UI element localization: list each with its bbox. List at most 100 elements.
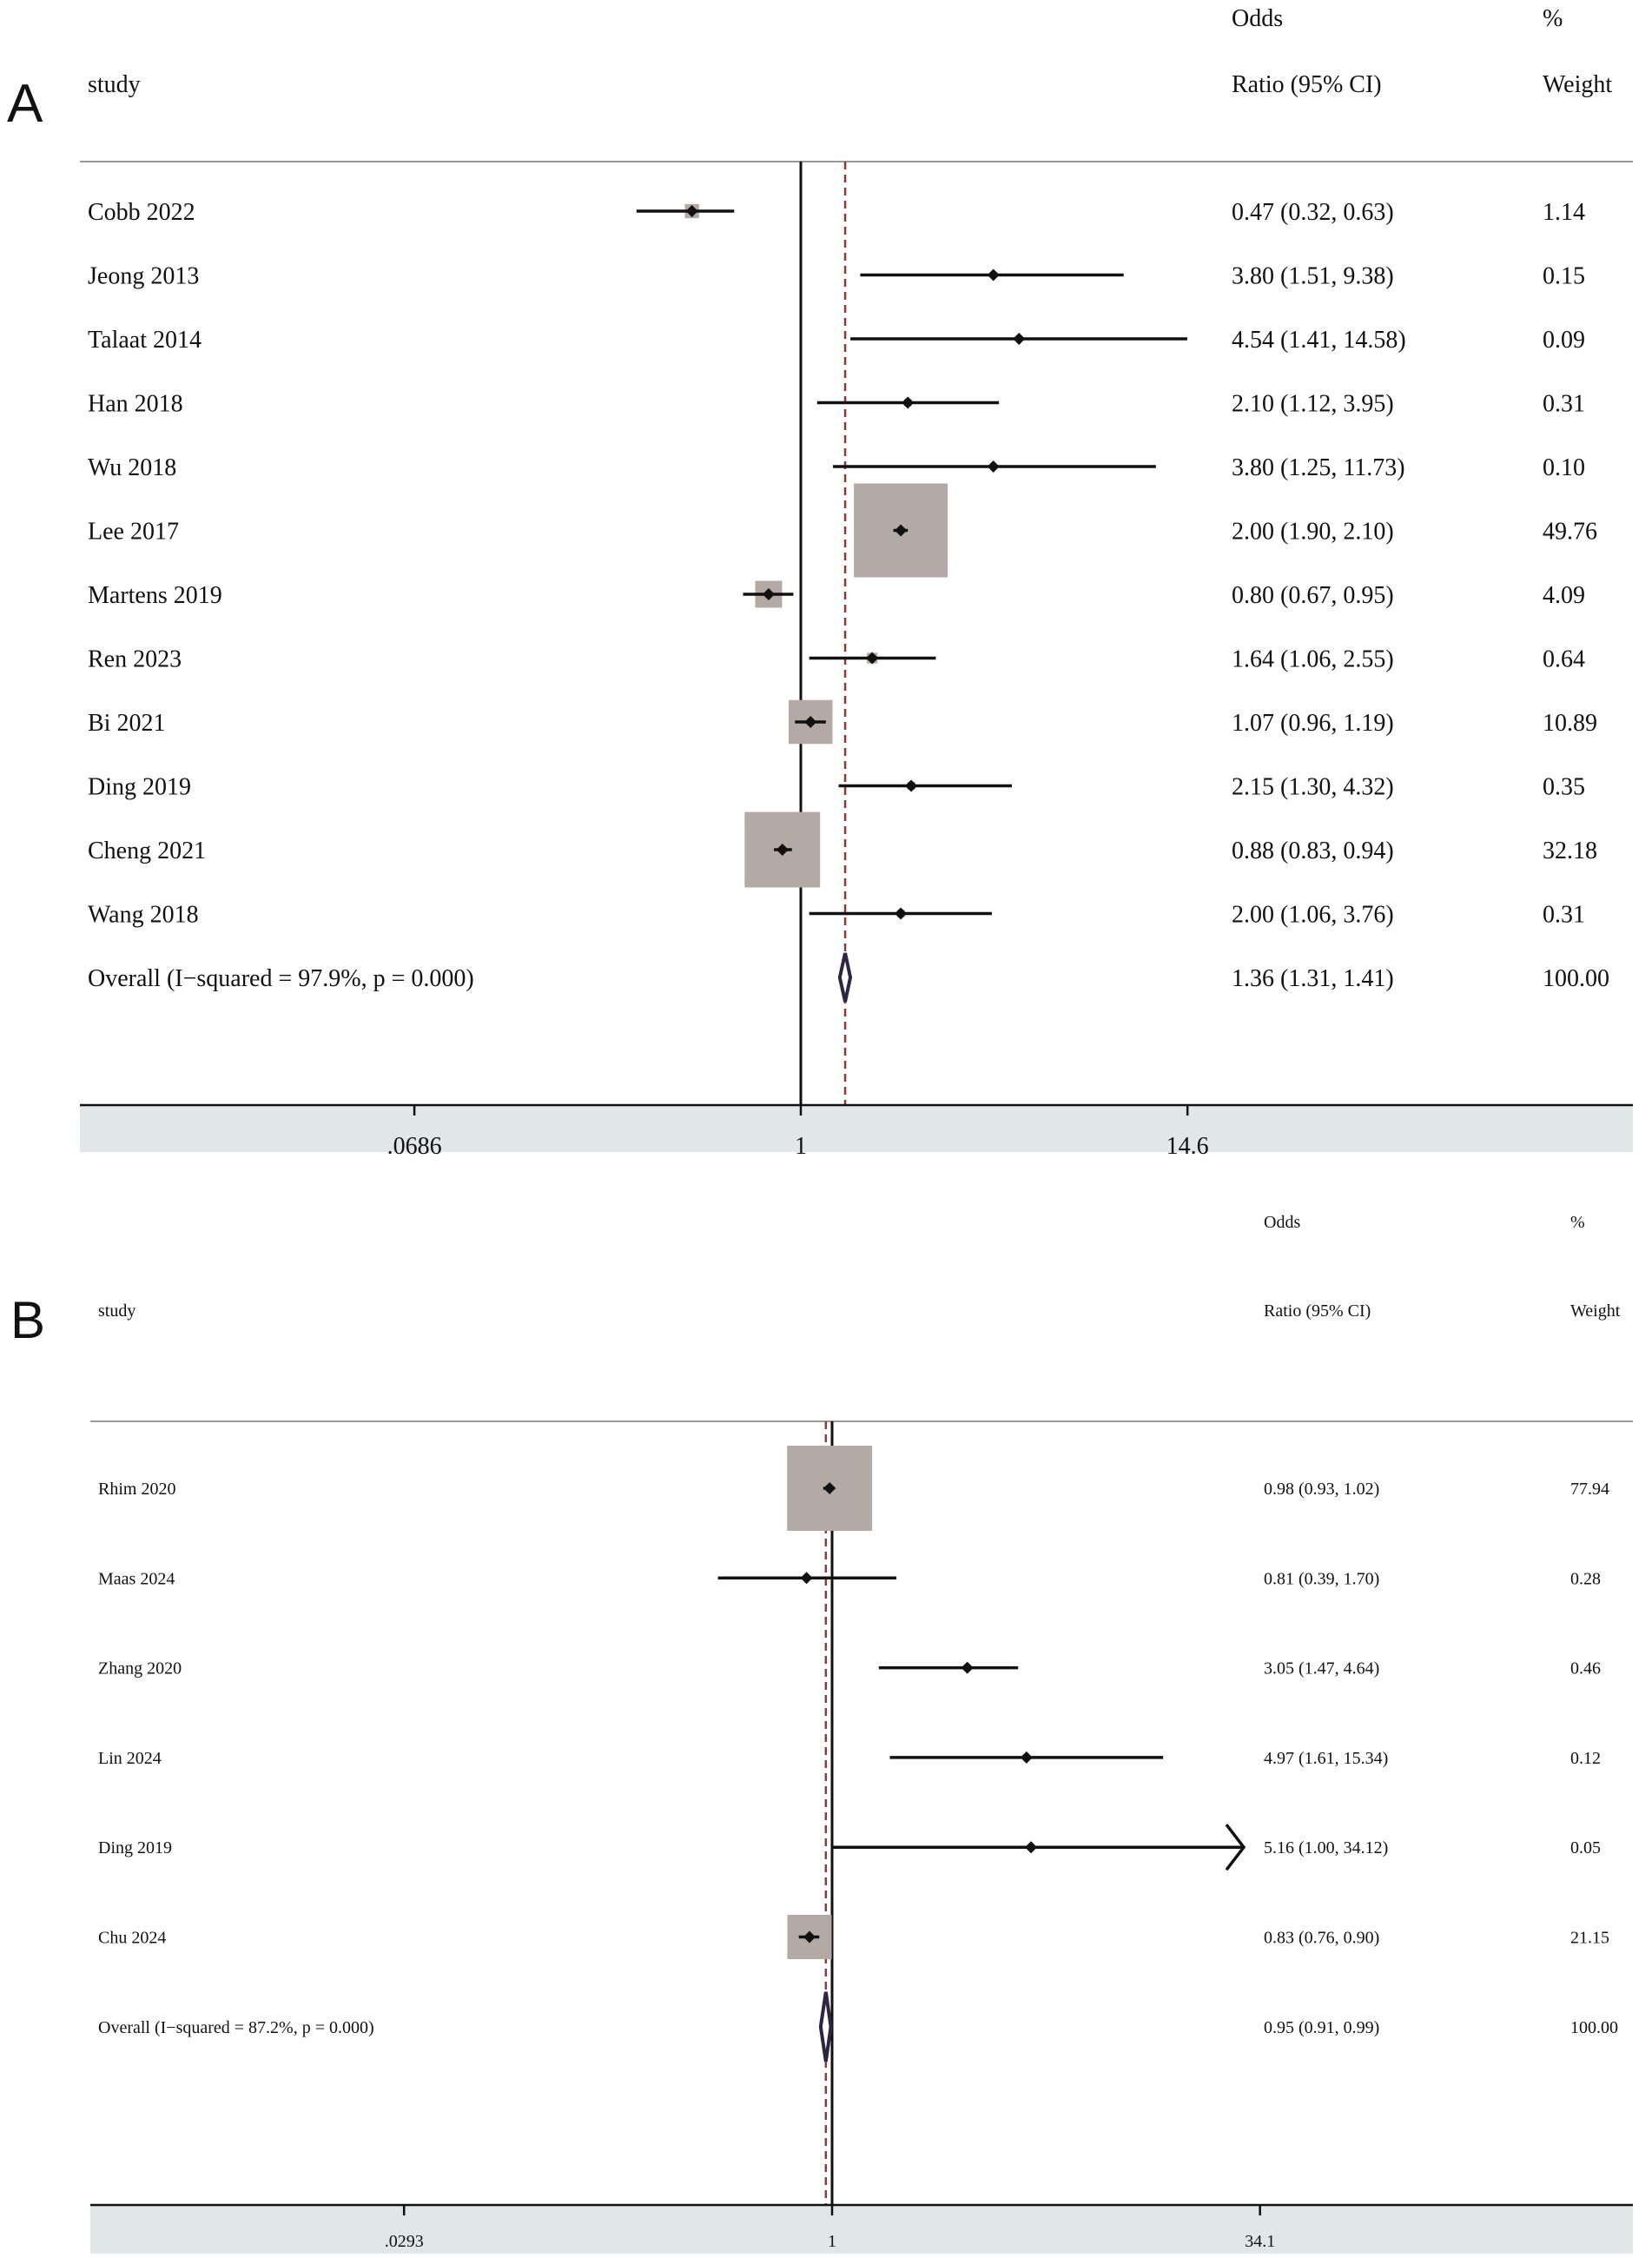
column-header-odds: Odds (1264, 1213, 1300, 1232)
overall-odds-ratio-ci: 0.95 (0.91, 0.99) (1264, 2018, 1379, 2037)
x-axis-tick-label: .0686 (387, 1133, 442, 1160)
overall-label: Overall (I−squared = 97.9%, p = 0.000) (88, 965, 474, 992)
study-weight: 4.09 (1543, 582, 1585, 609)
x-axis-band (80, 1105, 1633, 1152)
study-weight: 0.35 (1543, 773, 1585, 800)
study-odds-ratio-ci: 3.80 (1.25, 11.73) (1232, 454, 1405, 481)
study-point-estimate (1025, 1841, 1038, 1854)
study-name: Lee 2017 (88, 518, 179, 545)
study-point-estimate (800, 1572, 813, 1585)
study-weight: 0.64 (1543, 646, 1585, 672)
study-odds-ratio-ci: 2.10 (1.12, 3.95) (1232, 390, 1394, 417)
study-name: Jeong 2013 (88, 262, 199, 289)
study-weight: 0.46 (1570, 1659, 1601, 1679)
x-axis-tick-label: .0293 (385, 2232, 424, 2251)
study-name: Ding 2019 (98, 1838, 172, 1857)
study-odds-ratio-ci: 0.83 (0.76, 0.90) (1264, 1929, 1379, 1948)
study-name: Martens 2019 (88, 582, 222, 609)
study-point-estimate (823, 1482, 836, 1494)
column-header-weight: Weight (1570, 1301, 1621, 1321)
study-point-estimate (902, 396, 915, 409)
study-name: Talaat 2014 (88, 327, 202, 354)
column-header-percent: % (1570, 1213, 1585, 1232)
study-weight: 0.31 (1543, 901, 1585, 928)
column-header-percent: % (1543, 5, 1563, 32)
x-axis-tick-label: 34.1 (1245, 2232, 1275, 2251)
study-ci-arrow (1225, 1824, 1246, 1871)
study-odds-ratio-ci: 2.00 (1.06, 3.76) (1232, 901, 1394, 928)
study-point-estimate (685, 205, 698, 217)
study-weight: 0.15 (1543, 262, 1585, 289)
study-name: Wang 2018 (88, 901, 199, 928)
study-odds-ratio-ci: 3.80 (1.51, 9.38) (1232, 262, 1394, 289)
study-weight: 32.18 (1543, 838, 1597, 864)
study-point-estimate (1020, 1751, 1033, 1764)
study-point-estimate (895, 907, 908, 920)
study-weight: 0.31 (1543, 390, 1585, 417)
study-name: Lin 2024 (98, 1749, 162, 1768)
study-odds-ratio-ci: 0.98 (0.93, 1.02) (1264, 1480, 1379, 1499)
column-header-study: study (98, 1301, 135, 1321)
overall-odds-ratio-ci: 1.36 (1.31, 1.41) (1232, 965, 1394, 992)
study-weight: 0.28 (1570, 1569, 1601, 1588)
panel-label: A (7, 74, 43, 134)
study-name: Wu 2018 (88, 454, 176, 481)
x-axis-tick-label: 1 (828, 2232, 836, 2251)
study-point-estimate (987, 268, 1000, 281)
column-header-ratio-ci: Ratio (95% CI) (1232, 71, 1382, 98)
study-weight: 49.76 (1543, 518, 1597, 545)
study-odds-ratio-ci: 4.97 (1.61, 15.34) (1264, 1749, 1388, 1768)
study-name: Chu 2024 (98, 1929, 166, 1948)
x-axis-tick-label: 14.6 (1166, 1133, 1209, 1160)
study-weight: 0.10 (1543, 454, 1585, 481)
x-axis-tick-label: 1 (795, 1133, 807, 1160)
study-weight: 21.15 (1570, 1929, 1609, 1948)
study-name: Ren 2023 (88, 646, 182, 672)
study-odds-ratio-ci: 4.54 (1.41, 14.58) (1232, 327, 1406, 354)
column-header-odds: Odds (1232, 5, 1283, 32)
study-name: Cobb 2022 (88, 199, 195, 226)
study-weight: 1.14 (1543, 199, 1585, 226)
overall-diamond (818, 1991, 833, 2063)
column-header-weight: Weight (1543, 71, 1612, 98)
column-header-study: study (88, 71, 141, 98)
study-weight: 0.05 (1570, 1838, 1601, 1857)
column-header-ratio-ci: Ratio (95% CI) (1264, 1301, 1371, 1321)
study-name: Zhang 2020 (98, 1659, 182, 1679)
overall-label: Overall (I−squared = 87.2%, p = 0.000) (98, 2018, 374, 2037)
study-weight: 10.89 (1543, 710, 1597, 737)
study-point-estimate (905, 779, 918, 792)
study-point-estimate (762, 588, 775, 600)
study-odds-ratio-ci: 2.15 (1.30, 4.32) (1232, 773, 1394, 800)
study-name: Cheng 2021 (88, 838, 206, 864)
panel-label: B (10, 1291, 45, 1349)
study-odds-ratio-ci: 0.80 (0.67, 0.95) (1232, 582, 1394, 609)
study-point-estimate (804, 716, 817, 728)
study-odds-ratio-ci: 2.00 (1.90, 2.10) (1232, 518, 1394, 545)
study-point-estimate (895, 524, 908, 537)
study-point-estimate (776, 844, 789, 856)
study-odds-ratio-ci: 0.47 (0.32, 0.63) (1232, 199, 1394, 226)
study-point-estimate (987, 460, 1000, 473)
study-point-estimate (1013, 333, 1026, 345)
study-weight: 77.94 (1570, 1480, 1609, 1499)
overall-weight: 100.00 (1570, 2018, 1618, 2037)
study-name: Ding 2019 (88, 773, 191, 800)
study-point-estimate (866, 652, 879, 665)
overall-diamond (837, 952, 853, 1003)
study-weight: 0.09 (1543, 327, 1585, 354)
study-odds-ratio-ci: 3.05 (1.47, 4.64) (1264, 1659, 1379, 1679)
study-odds-ratio-ci: 0.81 (0.39, 1.70) (1264, 1569, 1379, 1588)
study-name: Rhim 2020 (98, 1480, 175, 1499)
study-name: Maas 2024 (98, 1569, 175, 1588)
study-weight: 0.12 (1570, 1749, 1601, 1768)
study-point-estimate (803, 1930, 816, 1943)
study-odds-ratio-ci: 1.07 (0.96, 1.19) (1232, 710, 1394, 737)
study-odds-ratio-ci: 1.64 (1.06, 2.55) (1232, 646, 1394, 672)
study-point-estimate (961, 1661, 974, 1674)
study-odds-ratio-ci: 0.88 (0.83, 0.94) (1232, 838, 1394, 864)
overall-weight: 100.00 (1543, 965, 1609, 992)
